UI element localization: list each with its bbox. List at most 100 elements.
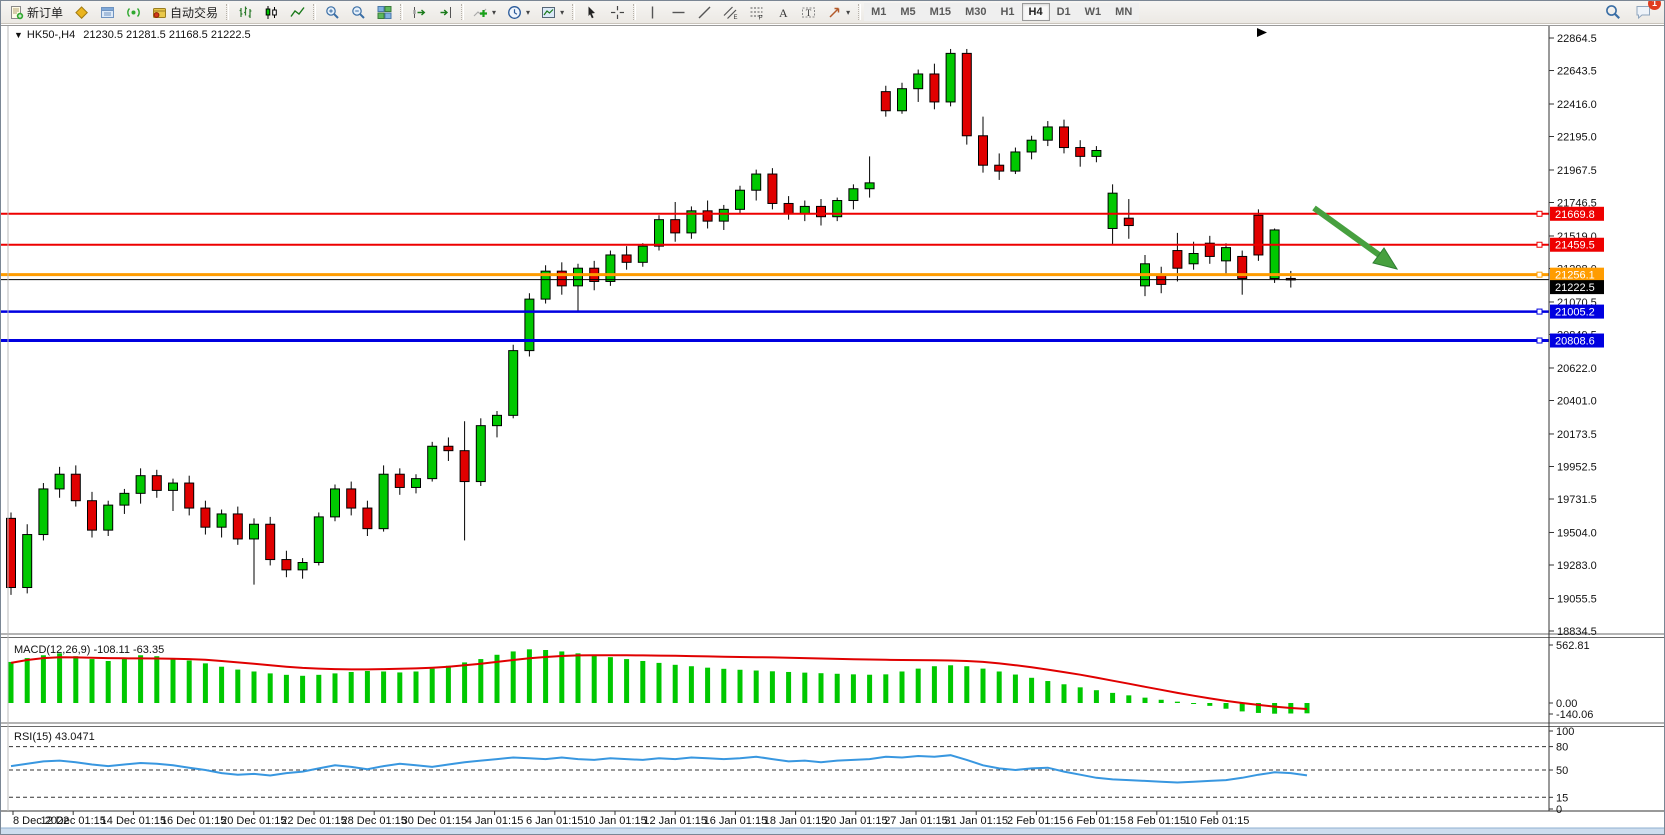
price-level-line[interactable]	[1, 241, 1549, 248]
candle	[897, 82, 907, 114]
line-endpoint-handle[interactable]	[1536, 241, 1543, 248]
macd-histogram-bar	[624, 659, 630, 703]
macd-histogram-bar	[850, 674, 856, 703]
crosshair-button[interactable]	[605, 2, 629, 22]
candle	[168, 478, 178, 511]
candle	[135, 468, 146, 504]
line-chart-icon	[289, 4, 305, 20]
zoom-out-button[interactable]	[346, 2, 370, 22]
macd-histogram-bar	[964, 666, 970, 703]
macd-histogram-bar	[607, 657, 613, 703]
candle	[297, 558, 308, 579]
bar-chart-icon	[237, 4, 253, 20]
chart-shift-button[interactable]	[433, 2, 457, 22]
chart-plot-area[interactable]	[1, 26, 1549, 811]
indicators-button[interactable]: ▾	[468, 2, 500, 22]
time-tick-label: 6 Feb 01:15	[1067, 815, 1126, 827]
price-level-line[interactable]	[1, 271, 1549, 278]
channel-button[interactable]: E	[718, 2, 742, 22]
chevron-down-icon: ▾	[846, 7, 851, 17]
candle	[913, 69, 924, 102]
text-button[interactable]: A	[770, 2, 794, 22]
macd-histogram-bar	[688, 666, 694, 703]
bar-chart-button[interactable]	[233, 2, 257, 22]
signals-button[interactable]	[121, 2, 145, 22]
candle	[459, 421, 470, 541]
tile-windows-icon	[376, 4, 392, 20]
macd-histogram-bar	[996, 671, 1002, 703]
text-label-button[interactable]: T	[796, 2, 820, 22]
search-button[interactable]	[1601, 2, 1625, 22]
timeframe-mn-button[interactable]: MN	[1108, 3, 1140, 21]
macd-histogram-bar	[802, 672, 808, 703]
macd-histogram-bar	[1012, 674, 1018, 703]
candlestick-icon	[263, 4, 279, 20]
time-tick-label: 14 Dec 01:15	[101, 815, 166, 827]
timeframe-h1-button[interactable]: H1	[993, 3, 1022, 21]
price-tick-label: 19731.5	[1557, 494, 1597, 506]
macd-histogram-bar	[364, 671, 370, 703]
templates-button[interactable]: ▾	[536, 2, 568, 22]
auto-scroll-button[interactable]	[407, 2, 431, 22]
macd-panel	[8, 649, 1310, 714]
macd-histogram-bar	[251, 671, 257, 703]
candle	[103, 500, 114, 537]
macd-histogram-bar	[57, 653, 63, 703]
data-window-button[interactable]	[95, 2, 119, 22]
timeframe-m30-button[interactable]: M30	[958, 3, 994, 21]
tile-windows-button[interactable]	[372, 2, 396, 22]
price-tick-label: 20401.0	[1557, 395, 1597, 407]
chart-title: ▼ HK50-,H4 21230.5 21281.5 21168.5 21222.5	[14, 29, 251, 41]
timeframe-m15-button[interactable]: M15	[922, 3, 959, 21]
periods-button[interactable]: ▾	[502, 2, 534, 22]
auto-trading-button[interactable]: 自动交易	[147, 2, 222, 22]
cursor-button[interactable]	[579, 2, 603, 22]
timeframe-d1-button[interactable]: D1	[1049, 3, 1078, 21]
time-tick-label: 6 Jan 01:15	[526, 815, 584, 827]
macd-histogram-bar	[672, 664, 678, 703]
line-endpoint-handle[interactable]	[1536, 271, 1543, 278]
chevron-down-icon: ▾	[492, 7, 497, 17]
timeframe-w1-button[interactable]: W1	[1077, 3, 1109, 21]
candle	[87, 491, 97, 538]
arrows-button[interactable]: ▾	[822, 2, 854, 22]
chevron-down-icon[interactable]: ▼	[14, 30, 23, 40]
price-level-line[interactable]	[1, 210, 1549, 217]
timeframe-m5-button[interactable]: M5	[893, 3, 923, 21]
fibonacci-button[interactable]: F	[744, 2, 768, 22]
vertical-line-button[interactable]	[640, 2, 664, 22]
macd-histogram-bar	[429, 668, 435, 703]
candle	[378, 465, 389, 532]
timeframe-m1-button[interactable]: M1	[864, 3, 894, 21]
svg-text:21256.1: 21256.1	[1555, 270, 1595, 282]
chart-canvas[interactable]: 22864.5 22643.5 22416.0 22195.0 21967.5 21746…	[1, 24, 1665, 835]
market-watch-button[interactable]	[69, 2, 93, 22]
line-endpoint-handle[interactable]	[1536, 308, 1543, 315]
svg-text:F: F	[758, 14, 762, 20]
notification-badge: 1	[1648, 1, 1661, 10]
macd-histogram-bar	[1158, 699, 1164, 703]
line-endpoint-handle[interactable]	[1536, 210, 1543, 217]
candlestick-button[interactable]	[259, 2, 283, 22]
trend-arrow-annotation[interactable]	[1312, 205, 1399, 270]
macd-histogram-bar	[980, 668, 986, 703]
macd-histogram-bar	[769, 671, 775, 703]
candle	[621, 246, 632, 270]
candle	[978, 116, 988, 173]
line-chart-button[interactable]	[285, 2, 309, 22]
line-endpoint-handle[interactable]	[1536, 337, 1543, 344]
scroll-to-end-marker[interactable]	[1257, 28, 1267, 37]
timeframe-h4-button[interactable]: H4	[1021, 3, 1050, 21]
zoom-in-button[interactable]	[320, 2, 344, 22]
price-axis[interactable]: 22864.5 22643.5 22416.0 22195.0 21967.5 21746…	[1549, 33, 1604, 816]
trendline-button[interactable]	[692, 2, 716, 22]
macd-histogram-bar	[105, 660, 111, 703]
macd-signal-line	[10, 654, 1308, 710]
new-order-button[interactable]: 新订单	[4, 2, 67, 22]
price-level-line[interactable]	[1, 337, 1549, 344]
price-level-line[interactable]	[1, 308, 1549, 315]
time-tick-label: 10 Feb 01:15	[1185, 815, 1250, 827]
candle	[1010, 147, 1021, 175]
horizontal-line-button[interactable]	[666, 2, 690, 22]
